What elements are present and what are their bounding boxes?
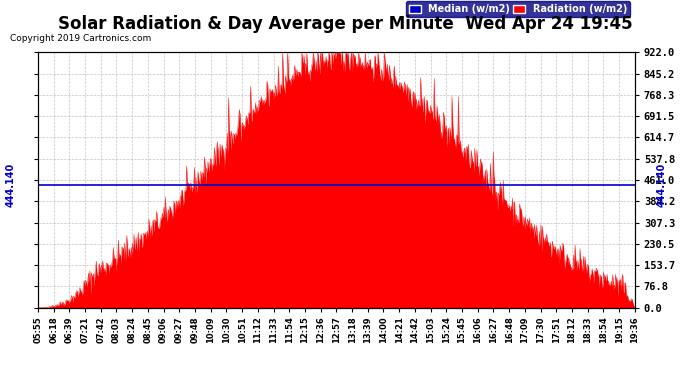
Text: 444.140: 444.140: [6, 162, 16, 207]
Legend: Median (w/m2), Radiation (w/m2): Median (w/m2), Radiation (w/m2): [406, 1, 630, 17]
Text: Solar Radiation & Day Average per Minute  Wed Apr 24 19:45: Solar Radiation & Day Average per Minute…: [58, 15, 632, 33]
Text: Copyright 2019 Cartronics.com: Copyright 2019 Cartronics.com: [10, 34, 152, 43]
Text: 444.140: 444.140: [657, 162, 667, 207]
